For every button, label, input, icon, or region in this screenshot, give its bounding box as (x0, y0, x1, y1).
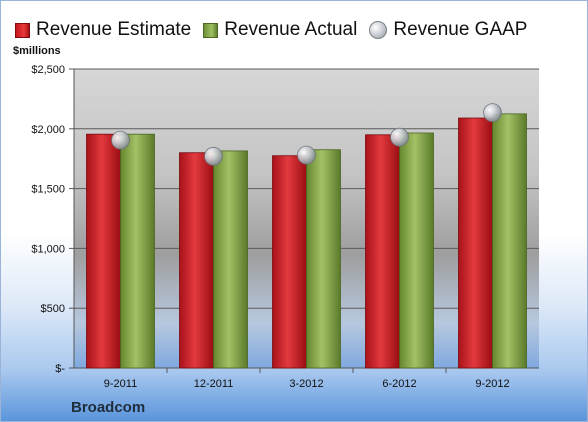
legend-swatch-estimate (15, 22, 30, 38)
y-tick-label: $2,000 (31, 124, 65, 136)
legend-item-gaap: Revenue GAAP (369, 19, 527, 41)
company-name: Broadcom (71, 399, 146, 416)
bar-revenue-actual (120, 133, 155, 369)
y-tick-label: $1,000 (31, 243, 65, 255)
point-revenue-gaap (111, 130, 130, 150)
point-revenue-gaap (297, 145, 316, 165)
bar-revenue-actual (492, 113, 527, 369)
point-revenue-gaap (390, 127, 409, 147)
x-tick-label: 3-2012 (289, 378, 323, 390)
legend-label-actual: Revenue Actual (224, 19, 358, 40)
x-tick-label: 12-2011 (194, 378, 234, 390)
bar-revenue-estimate (179, 152, 214, 369)
x-tick-label: 9-2012 (475, 378, 509, 390)
bar-revenue-estimate (458, 117, 493, 369)
y-tick-label: $1,500 (31, 184, 65, 196)
y-tick-label: $- (55, 363, 65, 375)
bar-revenue-actual (213, 150, 248, 369)
y-axis-unit-label: $millions (13, 45, 61, 57)
legend-item-estimate: Revenue Estimate (15, 19, 191, 41)
legend-item-actual: Revenue Actual (203, 19, 357, 41)
legend-label-gaap: Revenue GAAP (393, 19, 528, 40)
y-tick-label: $2,500 (31, 64, 65, 76)
legend: Revenue Estimate Revenue Actual Revenue … (15, 17, 527, 43)
bar-revenue-estimate (365, 134, 400, 369)
x-tick-label: 6-2012 (382, 378, 416, 390)
bar-revenue-actual (306, 149, 341, 369)
y-tick-label: $500 (41, 303, 65, 315)
point-revenue-gaap (204, 146, 223, 166)
bar-revenue-estimate (86, 133, 121, 369)
x-tick-label: 9-2011 (104, 378, 137, 390)
legend-swatch-actual (203, 22, 219, 38)
point-revenue-gaap (483, 103, 502, 123)
bar-revenue-estimate (272, 155, 307, 369)
legend-label-estimate: Revenue Estimate (36, 19, 192, 40)
legend-swatch-gaap (369, 21, 388, 39)
bar-revenue-actual (399, 132, 434, 369)
